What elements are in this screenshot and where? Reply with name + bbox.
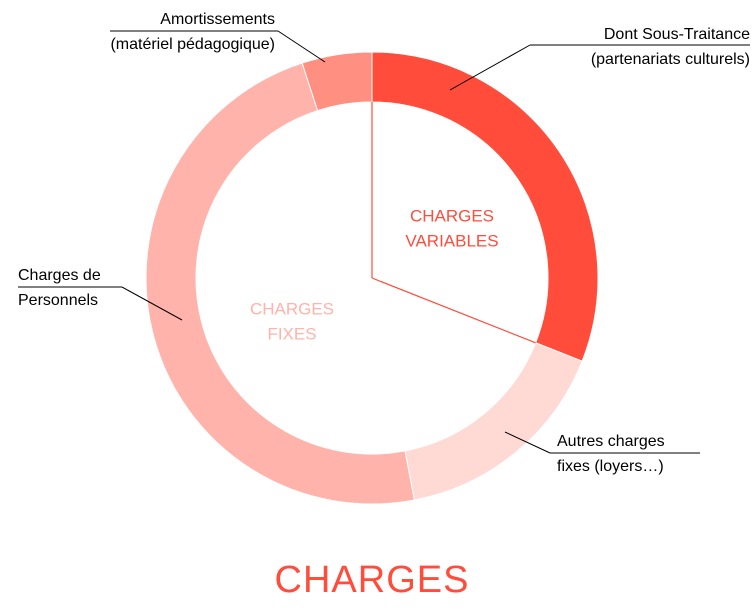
leader-line: [277, 30, 326, 63]
donut-segment: [145, 62, 415, 505]
leader-line: [504, 431, 551, 454]
separator-line: [371, 277, 536, 344]
group-label: FIXES: [267, 324, 316, 343]
slice-label: (partenariats culturels): [591, 51, 750, 68]
slice-label: Dont Sous-Traitance: [604, 26, 750, 43]
group-label: VARIABLES: [405, 231, 498, 250]
slice-label: Charges de: [18, 267, 101, 284]
slice-label: fixes (loyers…): [557, 458, 664, 475]
leader-line: [449, 44, 531, 91]
slice-label: (matériel pédagogique): [110, 36, 275, 53]
slice-label: Personnels: [18, 292, 98, 309]
leader-line: [121, 286, 183, 321]
donut-segment: [404, 342, 583, 501]
chart-title: CHARGES: [275, 559, 470, 601]
group-label: CHARGES: [410, 206, 494, 225]
slice-label: Autres charges: [557, 433, 665, 450]
group-label: CHARGES: [250, 299, 334, 318]
slice-label: Amortissements: [160, 11, 275, 28]
